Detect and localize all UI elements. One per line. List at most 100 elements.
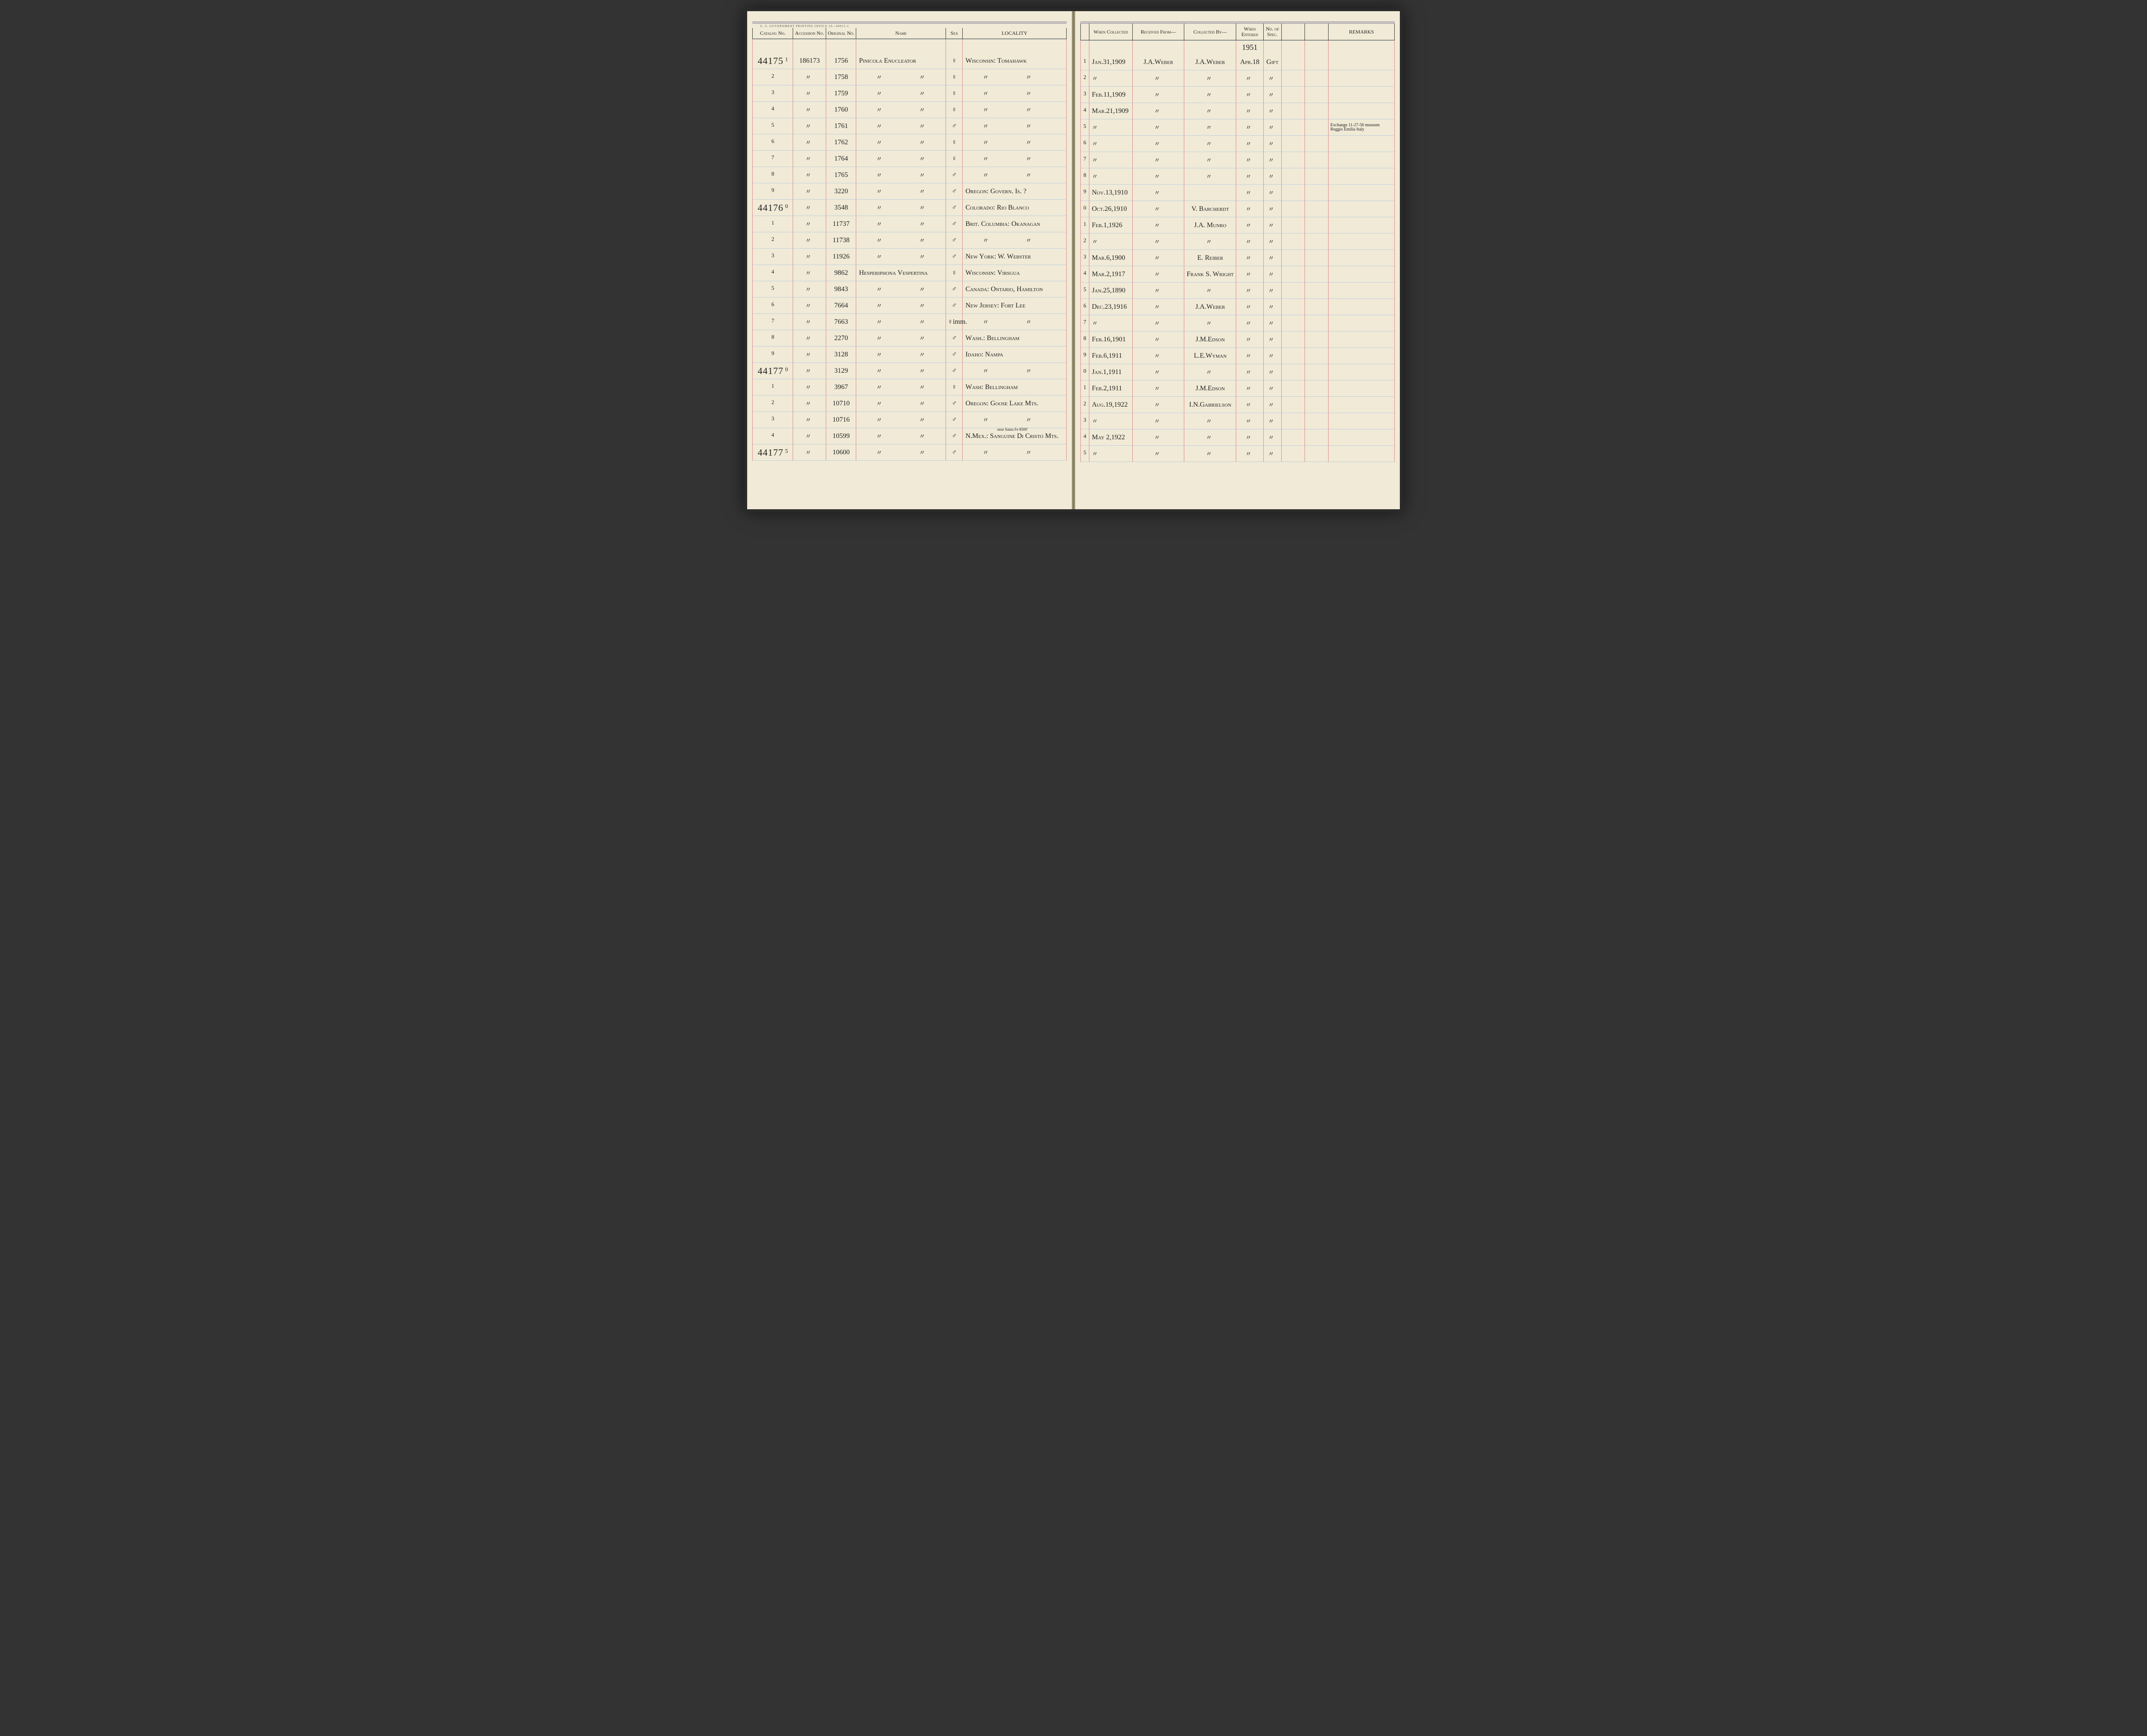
when-cell: Aug.19,1922: [1089, 397, 1132, 413]
table-row: 6〃7664〃〃♂New Jersey: Fort Lee: [753, 298, 1067, 314]
original-cell: 11738: [826, 232, 856, 249]
table-row: 4〃1760〃〃♀〃〃: [753, 102, 1067, 118]
table-row: 3〃10716〃〃♂〃〃: [753, 412, 1067, 428]
locality-cell: 〃〃: [963, 444, 1067, 461]
remarks-cell: [1329, 413, 1395, 429]
table-row: 2〃〃〃〃〃: [1081, 234, 1395, 250]
name-cell: 〃〃: [856, 134, 946, 151]
table-row: 7〃1764〃〃♀〃〃: [753, 151, 1067, 167]
when-cell: 〃: [1089, 168, 1132, 185]
accession-cell: 〃: [793, 395, 826, 412]
collected-cell: 〃: [1184, 429, 1236, 446]
sub-cell: 3: [1081, 250, 1089, 266]
table-row: 5Jan.25,1890〃〃〃〃: [1081, 283, 1395, 299]
sub-cell: 0: [1081, 201, 1089, 217]
name-cell: 〃〃: [856, 281, 946, 298]
pre-cell: [1305, 40, 1329, 55]
when-cell: Feb.6,1911: [1089, 348, 1132, 364]
blank-cell: [1281, 348, 1305, 364]
col-received: Received From—: [1132, 24, 1184, 40]
sub-cell: 6: [1081, 299, 1089, 315]
remarks-cell: [1329, 234, 1395, 250]
locality-cell: New Jersey: Fort Lee: [963, 298, 1067, 314]
spec-cell: 〃: [1263, 380, 1281, 397]
pre-cell: [1329, 40, 1395, 55]
blank-cell: [1281, 119, 1305, 136]
original-cell: 9862: [826, 265, 856, 281]
col-locality: LOCALITY: [963, 28, 1067, 39]
sex-cell: ♂: [946, 444, 963, 461]
spec-cell: 〃: [1263, 103, 1281, 119]
received-cell: 〃: [1132, 429, 1184, 446]
accession-cell: 〃: [793, 363, 826, 379]
original-cell: 1758: [826, 69, 856, 85]
catalog-cell: 6: [753, 134, 793, 151]
sex-cell: ♂: [946, 281, 963, 298]
locality-cell: 〃〃: [963, 232, 1067, 249]
locality-cell: 〃〃: [963, 412, 1067, 428]
spec-cell: 〃: [1263, 168, 1281, 185]
entered-cell: 〃: [1236, 266, 1264, 283]
spec-cell: 〃: [1263, 217, 1281, 234]
pre-cell: [1281, 40, 1305, 55]
locality-cell: 〃〃: [963, 314, 1067, 330]
remarks-cell: [1329, 266, 1395, 283]
catalog-cell: 3: [753, 85, 793, 102]
collected-cell: 〃: [1184, 234, 1236, 250]
blank-cell: [1281, 217, 1305, 234]
blank-cell: [1305, 397, 1329, 413]
collected-cell: J.A.Weber: [1184, 54, 1236, 70]
table-row: 7〃〃〃〃〃: [1081, 152, 1395, 168]
sex-cell: ♀: [946, 379, 963, 395]
received-cell: 〃: [1132, 185, 1184, 201]
spec-cell: 〃: [1263, 429, 1281, 446]
received-cell: 〃: [1132, 380, 1184, 397]
collected-cell: 〃: [1184, 152, 1236, 168]
remarks-cell: [1329, 397, 1395, 413]
locality-cell: 〃〃: [963, 134, 1067, 151]
collected-cell: 〃: [1184, 119, 1236, 136]
collected-cell: 〃: [1184, 446, 1236, 462]
table-row: 3〃1759〃〃♀〃〃: [753, 85, 1067, 102]
entered-cell: 〃: [1236, 70, 1264, 87]
locality-cell: 〃〃: [963, 167, 1067, 183]
accession-cell: 〃: [793, 69, 826, 85]
received-cell: 〃: [1132, 348, 1184, 364]
sub-cell: 2: [1081, 397, 1089, 413]
catalog-cell: 5: [753, 281, 793, 298]
table-row: 44176 0〃3548〃〃♂Colorado: Rio Blanco: [753, 200, 1067, 216]
sub-cell: 1: [1081, 380, 1089, 397]
table-row: 8〃1765〃〃♂〃〃: [753, 167, 1067, 183]
original-cell: 3967: [826, 379, 856, 395]
original-cell: 3220: [826, 183, 856, 200]
remarks-cell: [1329, 299, 1395, 315]
blank-cell: [1305, 331, 1329, 348]
pre-cell: [753, 39, 793, 53]
col-when-collected: When Collected: [1089, 24, 1132, 40]
when-cell: May 2,1922: [1089, 429, 1132, 446]
accession-cell: 〃: [793, 249, 826, 265]
sub-cell: 8: [1081, 168, 1089, 185]
entered-cell: Apr.18: [1236, 54, 1264, 70]
remarks-cell: [1329, 446, 1395, 462]
locality-cell: 〃〃: [963, 85, 1067, 102]
name-cell: 〃〃: [856, 428, 946, 444]
table-row: 3〃11926〃〃♂New York: W. Webster: [753, 249, 1067, 265]
sub-cell: 1: [1081, 54, 1089, 70]
blank-cell: [1305, 168, 1329, 185]
sex-cell: ♀: [946, 53, 963, 69]
spec-cell: 〃: [1263, 299, 1281, 315]
blank-cell: [1281, 331, 1305, 348]
catalog-cell: 4: [753, 428, 793, 444]
catalog-cell: 44177 0: [753, 363, 793, 379]
locality-cell: Wash: Bellingham: [963, 379, 1067, 395]
when-cell: Jan.1,1911: [1089, 364, 1132, 380]
accession-cell: 〃: [793, 298, 826, 314]
remarks-cell: Exchange 11-27-56 museum Reggio Emilia I…: [1329, 119, 1395, 136]
sex-cell: ♂: [946, 412, 963, 428]
table-row: 4May 2,1922〃〃〃〃: [1081, 429, 1395, 446]
collected-cell: V. Barcherdt: [1184, 201, 1236, 217]
entered-cell: 〃: [1236, 168, 1264, 185]
name-cell: Hesperiphona Vespertina: [856, 265, 946, 281]
pre-cell: [946, 39, 963, 53]
